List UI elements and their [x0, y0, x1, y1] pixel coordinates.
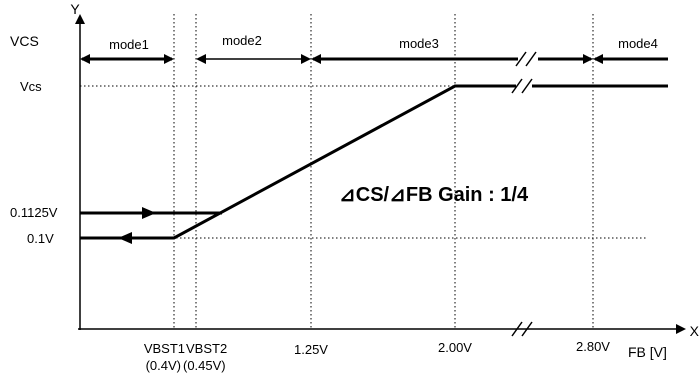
y-axis-title: VCS: [10, 33, 39, 49]
axis-break-marks: [511, 51, 537, 337]
x-label-vbst1: VBST1: [144, 341, 185, 356]
mode4-label: mode4: [618, 36, 658, 51]
break-curve-b: [521, 78, 533, 94]
characteristic-curve: [80, 84, 668, 240]
y-label-01v: 0.1V: [27, 231, 54, 246]
guide-lines: [80, 14, 648, 328]
hysteresis-lower-arrow-icon: [118, 232, 132, 244]
x-axis-letter: X: [690, 323, 699, 339]
y-axis-letter: Y: [70, 1, 80, 17]
x-axis-title: FB [V]: [628, 344, 667, 360]
x-label-200v: 2.00V: [438, 340, 472, 355]
x-label-vbst2: VBST2: [186, 341, 227, 356]
mode1-label: mode1: [109, 37, 149, 52]
x-label-vbst2-value: (0.45V): [183, 358, 226, 373]
break-mode-line-b: [525, 51, 537, 67]
x-label-125v: 1.25V: [294, 342, 328, 357]
mode3-label: mode3: [399, 36, 439, 51]
x-label-vbst1-value: (0.4V): [146, 358, 181, 373]
x-label-280v: 2.80V: [576, 339, 610, 354]
mode2-label: mode2: [222, 33, 262, 48]
mode-label-backgrounds: [104, 36, 444, 56]
y-label-01125v: 0.1125V: [10, 205, 58, 220]
break-x-axis-a: [511, 321, 523, 337]
hysteresis-upper-arrow-icon: [142, 207, 156, 219]
break-mode-line-a: [515, 51, 527, 67]
break-x-axis-b: [521, 321, 533, 337]
gain-annotation: ⊿CS/⊿FB Gain : 1/4: [339, 184, 529, 206]
y-label-vcs: Vcs: [20, 79, 42, 94]
break-curve-a: [511, 78, 523, 94]
